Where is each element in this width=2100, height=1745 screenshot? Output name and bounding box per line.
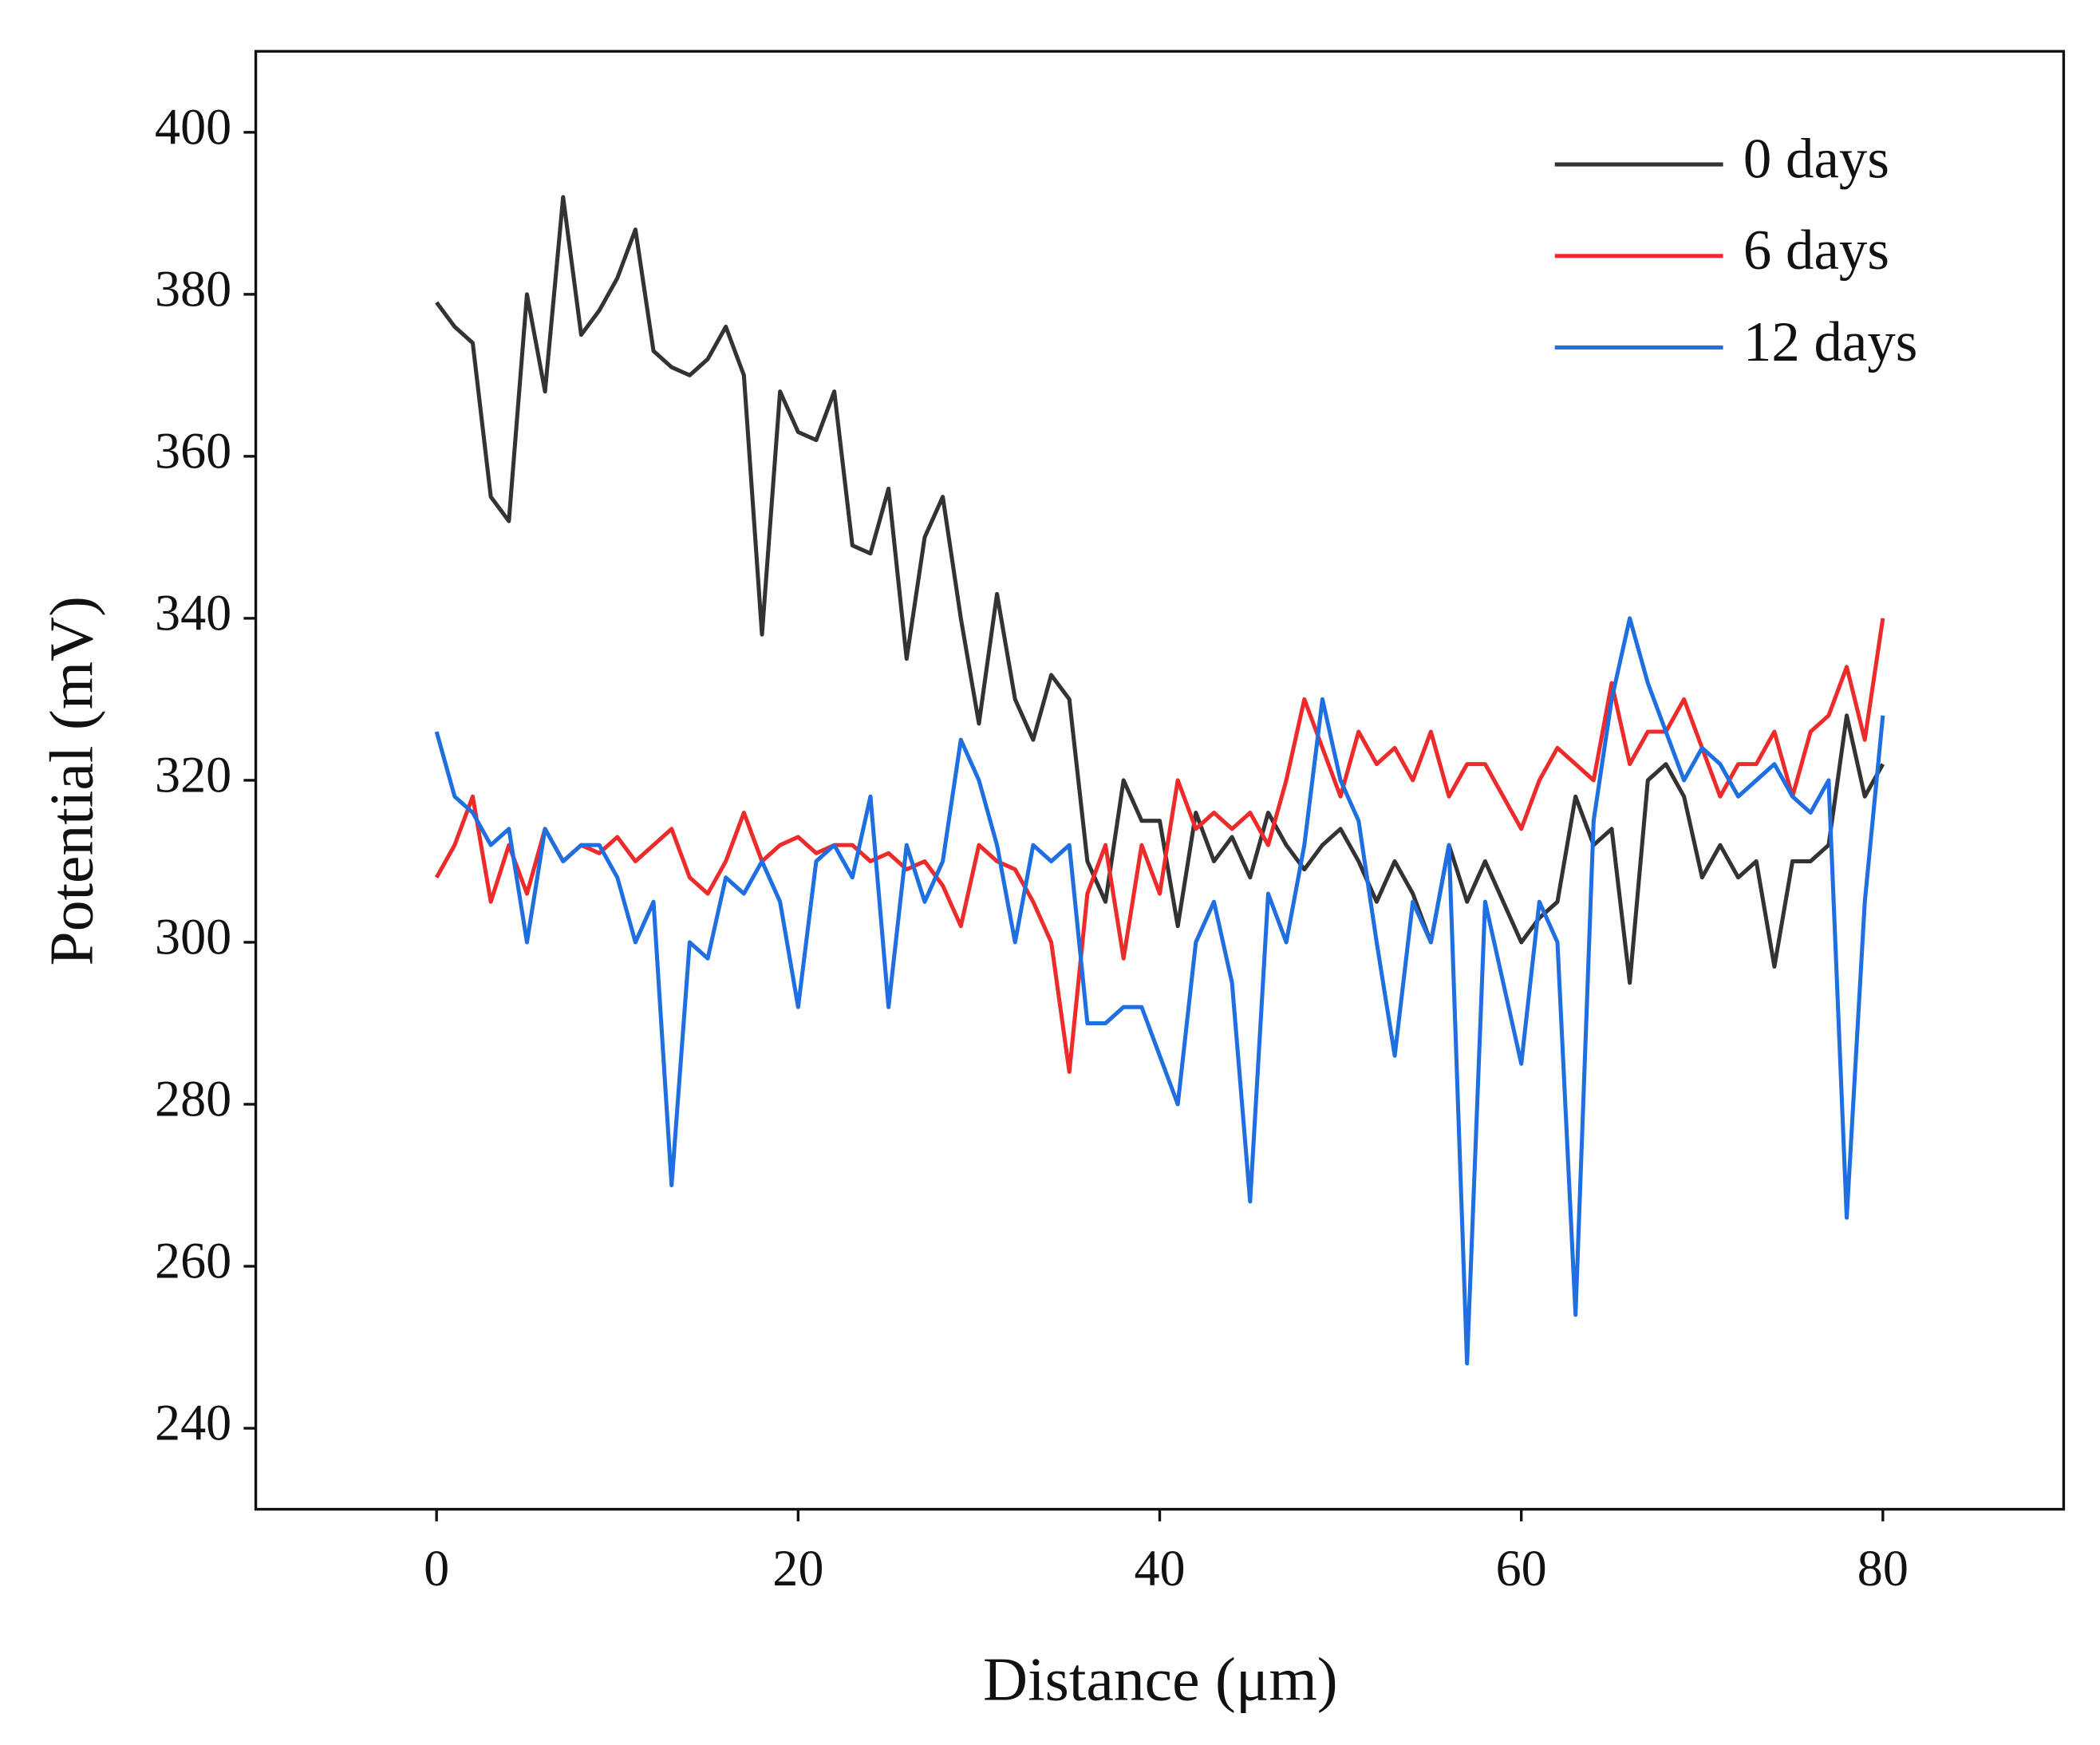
y-tick-label: 280: [155, 1071, 231, 1127]
y-tick-label: 240: [155, 1395, 231, 1451]
legend-label: 12 days: [1743, 311, 1917, 373]
x-tick-label: 60: [1496, 1540, 1547, 1597]
x-tick-label: 80: [1857, 1540, 1909, 1597]
y-tick-label: 360: [155, 423, 231, 480]
data-line: [434, 618, 1885, 1074]
y-axis-title: Potential (mV): [38, 596, 106, 965]
y-tick-label: 320: [155, 747, 231, 803]
legend-label: 0 days: [1743, 128, 1889, 190]
x-axis-title: Distance (μm): [983, 1644, 1338, 1713]
y-tick-label: 300: [155, 909, 231, 965]
x-tick-label: 40: [1134, 1540, 1185, 1597]
y-tick-label: 400: [155, 99, 231, 156]
y-tick-label: 340: [155, 585, 231, 642]
data-line: [434, 616, 1885, 1366]
x-tick-label: 0: [424, 1540, 449, 1597]
y-tick-label: 260: [155, 1233, 231, 1289]
legend-label: 6 days: [1743, 219, 1889, 282]
x-tick-label: 20: [772, 1540, 823, 1597]
data-line: [435, 195, 1885, 985]
y-tick-label: 380: [155, 261, 231, 318]
